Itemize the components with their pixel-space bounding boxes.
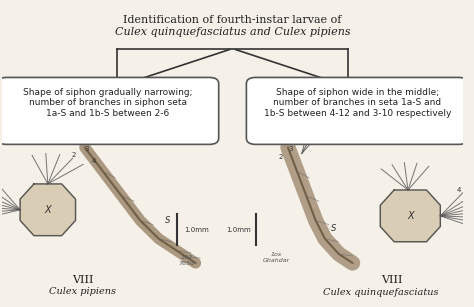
Text: 1.0mm: 1.0mm: [184, 227, 209, 233]
Text: S: S: [165, 216, 171, 225]
Text: Shape of siphon gradually narrowing;
number of branches in siphon seta
1a-S and : Shape of siphon gradually narrowing; num…: [23, 88, 192, 118]
Text: 3: 3: [288, 146, 292, 152]
FancyBboxPatch shape: [246, 77, 468, 144]
Text: Culex quinquefasciatus: Culex quinquefasciatus: [322, 288, 438, 297]
Text: 1os
Ghahdar: 1os Ghahdar: [263, 252, 290, 263]
Polygon shape: [20, 184, 75, 236]
Text: VIII: VIII: [72, 275, 93, 285]
Text: 4: 4: [92, 158, 96, 164]
FancyBboxPatch shape: [0, 77, 219, 144]
Text: Shape of siphon wide in the middle;
number of branches in seta 1a-S and
1b-S bet: Shape of siphon wide in the middle; numb…: [264, 88, 451, 118]
Text: 1.0mm: 1.0mm: [226, 227, 251, 233]
Text: 2: 2: [71, 152, 75, 158]
Text: S: S: [331, 223, 337, 232]
Text: 3: 3: [85, 146, 89, 152]
Text: X: X: [407, 211, 414, 221]
Text: 2: 2: [279, 154, 283, 160]
Text: VIII: VIII: [381, 275, 402, 285]
Text: 192
765d: 192 765d: [178, 255, 194, 266]
Text: Culex quinquefasciatus and Culex pipiens: Culex quinquefasciatus and Culex pipiens: [115, 27, 350, 37]
Polygon shape: [380, 190, 440, 242]
Text: 4: 4: [456, 187, 461, 193]
Text: Culex pipiens: Culex pipiens: [49, 287, 116, 297]
Text: X: X: [45, 205, 51, 215]
Text: Identification of fourth-instar larvae of: Identification of fourth-instar larvae o…: [123, 15, 342, 25]
